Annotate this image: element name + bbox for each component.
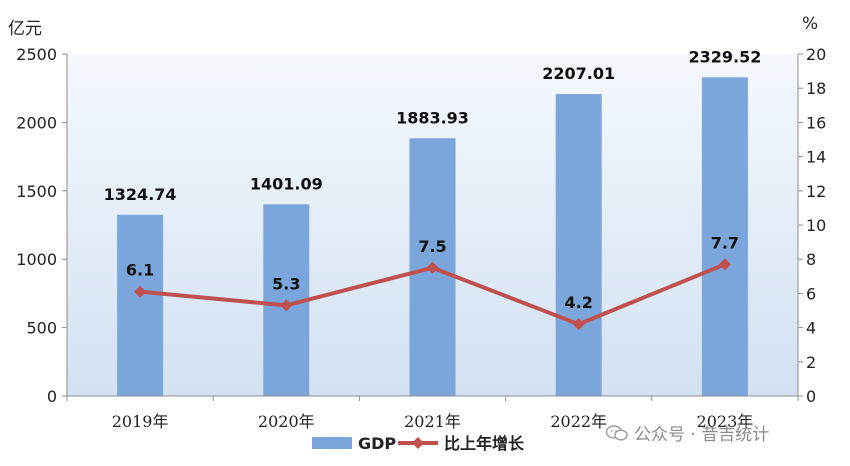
growth-value-label: 6.1 (126, 261, 154, 280)
growth-point-1 (280, 299, 293, 312)
right-tick-label: 8 (806, 250, 816, 269)
growth-point-0 (134, 285, 147, 298)
growth-point-2 (426, 261, 439, 274)
left-tick-label: 500 (26, 319, 57, 338)
growth-value-label: 7.5 (418, 237, 446, 256)
x-tick-label: 2019年 (112, 412, 169, 431)
left-tick-label: 1000 (16, 250, 57, 269)
bar-3 (555, 94, 602, 397)
right-tick-label: 12 (806, 182, 826, 201)
x-tick-label: 2020年 (258, 412, 315, 431)
growth-value-label: 7.7 (711, 233, 739, 252)
growth-value-label: 5.3 (272, 274, 300, 293)
growth-line (134, 258, 731, 331)
legend-growth-marker (412, 437, 424, 449)
right-tick-label: 18 (806, 79, 826, 98)
left-axis-unit: 亿元 (8, 19, 42, 39)
bar-value-label: 1401.09 (250, 174, 323, 193)
data-labels: 1324.74 1401.09 1883.93 2207.01 2329.52 6.1 5.… (104, 47, 762, 312)
growth-point-3 (572, 318, 585, 331)
legend-gdp-label: GDP (358, 434, 396, 453)
x-tick-label: 2023年 (697, 412, 754, 431)
bar-0 (117, 214, 164, 396)
bar-value-label: 1324.74 (104, 185, 177, 204)
wechat-icon (606, 424, 628, 441)
bar-value-label: 2329.52 (688, 47, 761, 66)
right-axis-unit: % (802, 14, 819, 34)
bar-value-label: 1883.93 (396, 108, 469, 127)
right-tick-label: 10 (806, 216, 826, 235)
left-tick-label: 2500 (16, 45, 57, 64)
growth-point-4 (718, 258, 731, 271)
legend: GDP 比上年增长 (312, 434, 525, 453)
legend-growth-label: 比上年增长 (444, 434, 525, 453)
right-tick-label: 16 (806, 113, 826, 132)
bar-value-label: 2207.01 (542, 64, 615, 83)
x-tick-label: 2021年 (404, 412, 461, 431)
left-tick-label: 2000 (16, 113, 57, 132)
right-tick-label: 0 (806, 387, 816, 406)
right-tick-label: 20 (806, 45, 826, 64)
axes: 0 500 1000 1500 2000 2500 0 2 4 6 8 10 12 14 16 18 20 201… (16, 45, 826, 431)
legend-gdp-swatch (312, 437, 352, 449)
right-tick-label: 14 (806, 148, 826, 167)
watermark: 公众号 · 昔吉统计 (606, 420, 769, 445)
left-tick-label: 0 (47, 387, 57, 406)
right-tick-label: 2 (806, 353, 816, 372)
x-tick-label: 2022年 (550, 412, 607, 431)
growth-value-label: 4.2 (565, 293, 593, 312)
gdp-bars (117, 77, 748, 397)
right-tick-label: 4 (806, 319, 816, 338)
bar-4 (701, 77, 748, 397)
left-tick-label: 1500 (16, 182, 57, 201)
watermark-text: 公众号 · 昔吉统计 (634, 425, 770, 445)
right-tick-label: 6 (806, 284, 816, 303)
